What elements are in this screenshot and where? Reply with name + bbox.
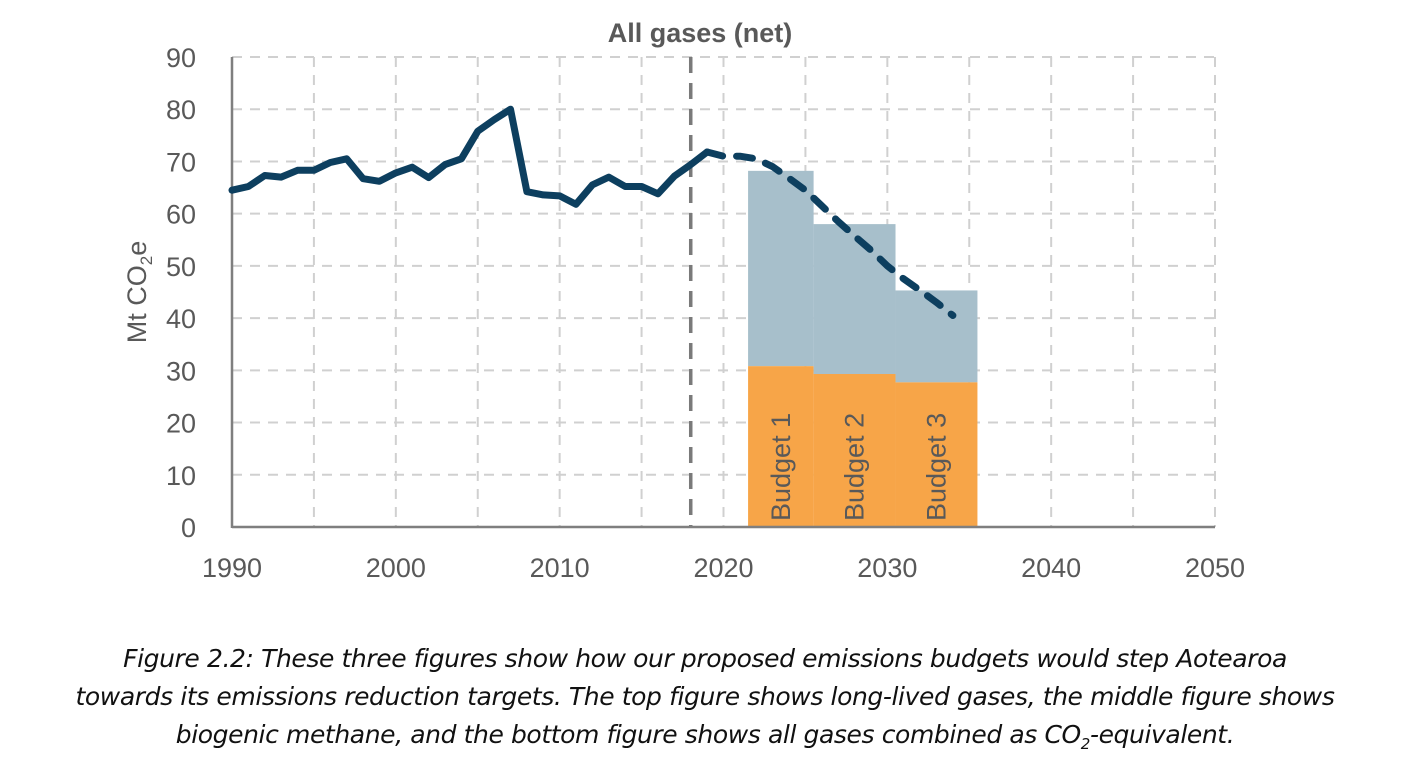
y-tick-label: 70 (166, 147, 196, 177)
series-lines (228, 105, 957, 319)
budget-label: Budget 1 (766, 413, 796, 521)
y-tick-label: 20 (166, 409, 196, 439)
caption-line-3-b: -equivalent. (1089, 720, 1235, 749)
budget-bar-upper (748, 170, 814, 367)
x-tick-label: 1990 (202, 553, 262, 583)
y-axis-label-tail: e (122, 241, 152, 256)
budget-label: Budget 2 (840, 413, 870, 521)
projection-line (703, 148, 957, 319)
y-tick-label: 30 (166, 356, 196, 386)
x-tick-label: 2020 (693, 553, 753, 583)
y-tick-label: 60 (166, 200, 196, 230)
budget-bar-lower (895, 382, 978, 527)
y-axis-label-main: Mt CO (122, 265, 152, 343)
y-tick-label: 10 (166, 461, 196, 491)
x-tick-label: 2050 (1185, 553, 1245, 583)
budget-bar-upper (813, 224, 896, 374)
grid (232, 56, 1216, 527)
y-tick-label: 90 (166, 43, 196, 73)
budget-bar-lower (748, 366, 814, 527)
caption-line-2: towards its emissions reduction targets.… (75, 682, 1335, 711)
y-tick-label: 40 (166, 304, 196, 334)
budget-bars: Budget 1 Budget 2 Budget 3 (748, 170, 978, 527)
caption-line-3: biogenic methane, and the bottom figure … (0, 716, 1410, 763)
x-tick-label: 2040 (1021, 553, 1081, 583)
x-tick-label: 2030 (857, 553, 917, 583)
y-tick-label: 0 (181, 513, 196, 543)
axes (230, 57, 1215, 529)
y-tick-label: 80 (166, 95, 196, 125)
y-axis-label-sub: 2 (137, 256, 156, 265)
y-tick-label: 50 (166, 252, 196, 282)
historical-line (228, 105, 711, 208)
caption-line-3-a: biogenic methane, and the bottom figure … (175, 720, 1081, 749)
chart-title: All gases (net) (608, 18, 793, 48)
x-tick-label: 2000 (366, 553, 426, 583)
caption-line-1: Figure 2.2: These three figures show how… (123, 644, 1287, 673)
emissions-chart: Budget 1 Budget 2 Budget 3 010203040506070… (122, 18, 1245, 583)
y-axis-label: Mt CO2e (122, 241, 156, 344)
figure-caption: Figure 2.2: These three figures show how… (0, 640, 1410, 763)
caption-line-3-sub: 2 (1080, 735, 1091, 753)
budget-bar-lower (813, 373, 896, 527)
x-tick-label: 2010 (530, 553, 590, 583)
budget-label: Budget 3 (921, 413, 951, 521)
